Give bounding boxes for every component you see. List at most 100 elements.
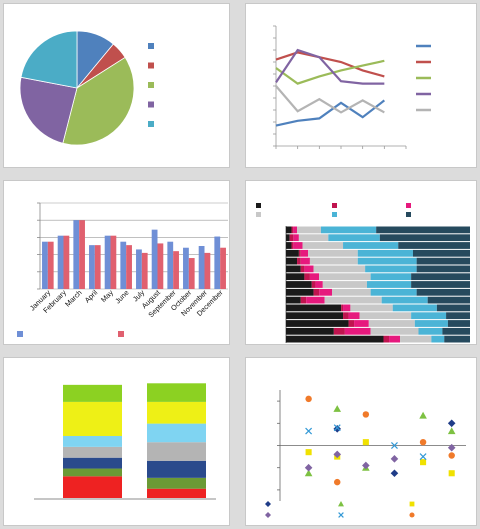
scatter-point <box>265 501 271 507</box>
bar-segment <box>313 288 320 296</box>
bar-segment <box>286 265 301 273</box>
x-tick-label: March <box>63 288 83 308</box>
scatter-point <box>333 405 342 412</box>
bar <box>79 220 85 289</box>
bar-segment <box>343 242 399 249</box>
stacked-column-chart-panel <box>3 357 230 526</box>
pie-slice <box>20 30 78 89</box>
bar <box>89 245 95 289</box>
legend-swatch <box>332 203 337 208</box>
column-segment <box>63 476 122 498</box>
bar-segment <box>370 327 419 335</box>
scatter-chart-panel <box>245 357 477 526</box>
bar <box>204 252 211 289</box>
bar-segment <box>291 226 294 234</box>
bar-segment <box>286 273 305 281</box>
bar-segment <box>400 335 432 343</box>
bar <box>126 245 132 289</box>
pie-slice <box>62 56 135 146</box>
legend-swatch <box>148 121 154 127</box>
legend-swatch <box>406 203 411 208</box>
legend-swatch <box>256 203 261 208</box>
bar <box>47 241 54 289</box>
scatter-point <box>305 449 312 456</box>
bar <box>167 241 174 289</box>
bar-segment <box>416 265 470 273</box>
bar-segment <box>427 296 470 304</box>
column-segment <box>63 457 122 469</box>
bar <box>157 243 164 289</box>
bar <box>198 246 205 289</box>
bar-segment <box>304 273 310 281</box>
scatter-point <box>304 463 313 472</box>
bar-segment <box>297 257 301 265</box>
bar-segment <box>289 234 294 242</box>
legend-swatch <box>332 212 337 217</box>
line-chart-panel <box>245 3 477 168</box>
bar-segment <box>370 273 412 281</box>
pie-slice <box>19 76 78 144</box>
series-line <box>275 99 386 127</box>
bar-segment <box>309 273 320 281</box>
scatter-point <box>338 512 344 518</box>
legend-swatch <box>148 43 154 49</box>
bar-segment <box>286 304 342 312</box>
bar-segment <box>286 281 312 288</box>
bar <box>57 235 64 289</box>
bar-segment <box>322 281 367 288</box>
bar-segment <box>341 304 344 312</box>
line-chart <box>273 25 431 149</box>
bar-segment <box>309 257 358 265</box>
bar <box>136 249 142 289</box>
bar-segment <box>286 296 301 304</box>
bar-segment <box>411 312 447 320</box>
bar-segment <box>350 304 393 312</box>
bar-segment <box>354 320 369 327</box>
scatter-point <box>390 442 398 449</box>
bar-segment <box>286 320 349 327</box>
bar <box>110 235 117 289</box>
series-line <box>275 48 385 85</box>
bar-segment <box>286 249 299 257</box>
bar <box>151 229 158 289</box>
bar <box>120 241 127 289</box>
column-segment <box>63 401 122 436</box>
scatter-point <box>362 439 369 446</box>
bar-segment <box>359 312 412 320</box>
bar-segment <box>300 257 310 265</box>
column-segment <box>147 488 206 498</box>
stacked-column-chart <box>34 383 216 500</box>
bar-segment <box>381 296 428 304</box>
scatter-point <box>362 411 370 418</box>
bar-segment <box>412 249 470 257</box>
column-segment <box>147 401 206 424</box>
bar-segment <box>308 249 358 257</box>
bar-segment <box>411 281 470 288</box>
scatter-point <box>334 478 341 486</box>
scatter-point <box>333 425 342 433</box>
column-segment <box>63 446 122 458</box>
bar-segment <box>376 226 470 234</box>
bar-segment <box>366 281 412 288</box>
bar-segment <box>348 320 355 327</box>
column-segment <box>147 442 206 461</box>
column-segment <box>147 423 206 443</box>
bar-segment <box>368 320 415 327</box>
column-segment <box>147 383 206 402</box>
scatter-point <box>305 395 312 403</box>
scatter-point <box>409 512 415 518</box>
legend-swatch <box>148 101 154 108</box>
scatter-point <box>419 411 427 419</box>
bar <box>94 245 101 289</box>
column-segment <box>63 384 122 402</box>
bar-segment <box>343 304 351 312</box>
bar-segment <box>416 288 470 296</box>
scatter-point <box>304 469 313 477</box>
bar-segment <box>298 234 329 242</box>
stacked-horizontal-bar-chart-panel <box>245 180 477 345</box>
bar-segment <box>343 312 349 320</box>
bar-segment <box>442 327 470 335</box>
bar-segment <box>418 327 443 335</box>
scatter-point <box>362 461 370 470</box>
bar-segment <box>447 320 470 327</box>
